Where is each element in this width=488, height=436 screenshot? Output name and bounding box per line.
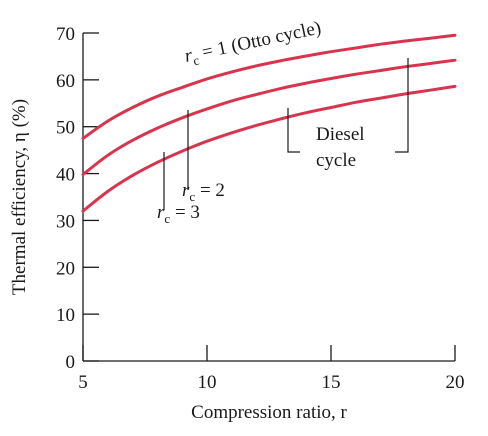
x-tick-label: 5: [78, 372, 88, 393]
y-tick-label: 30: [56, 211, 75, 232]
y-tick-label: 0: [66, 352, 76, 373]
y-tick-label: 20: [56, 258, 75, 279]
otto-label-sub: c: [192, 52, 201, 68]
x-tick-label: 15: [322, 372, 341, 393]
series-line-rc1: [81, 33, 457, 140]
x-tick-label: 20: [446, 372, 465, 393]
y-tick-label: 10: [56, 305, 75, 326]
rc2-label-sub: c: [189, 189, 195, 204]
x-tick-label: 10: [198, 372, 217, 393]
y-tick-label: 40: [56, 165, 75, 186]
rc3-label-rest: = 3: [170, 202, 200, 223]
rc3-label: rc = 3: [157, 202, 200, 226]
rc2-label: rc = 2: [182, 180, 225, 204]
rc3-label-sub: c: [164, 211, 170, 226]
diesel-label-line1: Diesel: [316, 124, 365, 145]
y-axis-title: Thermal efficiency, η (%): [9, 99, 30, 295]
rc2-label-r: r: [182, 180, 190, 201]
rc3-label-r: r: [157, 202, 165, 223]
x-axis-title: Compression ratio, r: [191, 402, 347, 423]
y-tick-label: 70: [56, 24, 75, 45]
diesel-label-line2: cycle: [316, 150, 356, 171]
y-tick-label: 60: [56, 71, 75, 92]
diesel-bracket: [287, 58, 409, 153]
rc2-label-rest: = 2: [195, 180, 225, 201]
series-group: [81, 33, 457, 213]
y-tick-label: 50: [56, 118, 75, 139]
series-line-rc3: [81, 84, 457, 213]
series-line-rc2: [81, 58, 457, 176]
axis-ticks: 5 10 15 20 0 10 20 30 40 50 60 70: [56, 24, 465, 393]
otto-label: rc = 1 (Otto cycle): [183, 17, 324, 69]
